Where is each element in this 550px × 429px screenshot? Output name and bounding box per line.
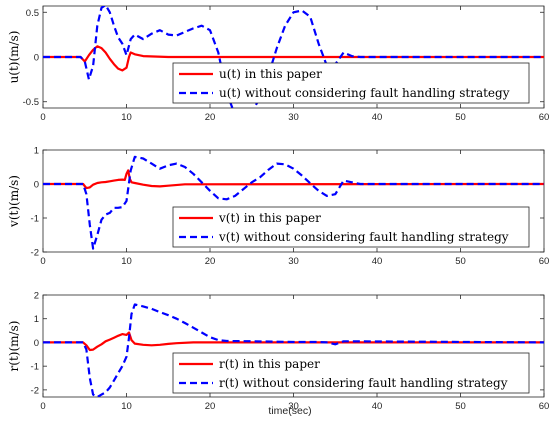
y-tick-label: 1	[34, 314, 39, 325]
x-tick-label: 50	[455, 401, 466, 412]
x-tick-label: 40	[372, 401, 383, 412]
x-tick-label: 10	[121, 256, 132, 267]
legend: r(t) in this paper r(t) without consideri…	[172, 352, 530, 394]
panel-1: 0 10 20 30 40 50 600.50-0.5u(t)(m/s) u(t) in th…	[7, 5, 549, 123]
legend-box	[172, 206, 530, 248]
legend: u(t) in this paper u(t) without consideri…	[172, 62, 530, 104]
legend-label: u(t) without considering fault handling …	[219, 86, 510, 100]
y-axis-label: u(t)(m/s)	[7, 31, 21, 84]
y-tick-label: -0.5	[23, 97, 39, 108]
series-line-baseline	[43, 6, 544, 108]
legend-box	[172, 352, 530, 394]
series-line-proposed	[43, 169, 544, 190]
series-line-proposed	[43, 331, 544, 352]
y-tick-label: -1	[31, 362, 39, 373]
x-axis-title: time(sec)	[268, 405, 311, 417]
legend-label: v(t) without considering fault handling …	[218, 230, 509, 244]
y-tick-label: 0	[34, 53, 39, 64]
legend-label: u(t) in this paper	[219, 67, 322, 81]
legend-box	[172, 62, 530, 104]
legend-label: r(t) in this paper	[219, 357, 320, 371]
x-tick-label: 20	[205, 256, 216, 267]
x-tick-label: 60	[539, 256, 550, 267]
y-tick-label: 1	[34, 146, 39, 157]
y-tick-label: 0.5	[26, 8, 39, 19]
series-line-proposed	[43, 45, 544, 72]
x-tick-label: 30	[288, 401, 299, 412]
x-tick-label: 10	[121, 112, 132, 123]
x-tick-label: 50	[455, 112, 466, 123]
series-group	[43, 155, 544, 250]
x-tick-label: 30	[288, 112, 299, 123]
legend-label: r(t) without considering fault handling …	[219, 376, 508, 390]
y-tick-label: -2	[31, 385, 39, 396]
x-tick-label: 20	[205, 112, 216, 123]
series-line-baseline	[43, 155, 544, 250]
x-tick-label: 20	[205, 401, 216, 412]
y-axis-label: r(t)(m/s)	[7, 321, 21, 372]
x-tick-label: 40	[372, 112, 383, 123]
x-tick-label: 0	[40, 401, 45, 412]
series-group	[43, 303, 544, 397]
y-tick-label: -2	[31, 248, 39, 259]
x-tick-label: 40	[372, 256, 383, 267]
series-line-baseline	[43, 303, 544, 397]
y-tick-label: -1	[31, 214, 39, 225]
x-tick-label: 60	[539, 112, 550, 123]
legend: v(t) in this paper v(t) without consideri…	[172, 206, 530, 248]
legend-label: v(t) in this paper	[218, 211, 321, 225]
series-group	[43, 6, 544, 108]
x-tick-label: 0	[40, 112, 45, 123]
x-tick-label: 60	[539, 401, 550, 412]
x-tick-label: 0	[40, 256, 45, 267]
y-axis-label: v(t)(m/s)	[7, 175, 21, 228]
x-tick-label: 50	[455, 256, 466, 267]
y-tick-label: 2	[34, 291, 39, 302]
x-tick-label: 30	[288, 256, 299, 267]
x-tick-label: 10	[121, 401, 132, 412]
y-tick-label: 0	[34, 180, 39, 191]
y-tick-label: 0	[34, 338, 39, 349]
